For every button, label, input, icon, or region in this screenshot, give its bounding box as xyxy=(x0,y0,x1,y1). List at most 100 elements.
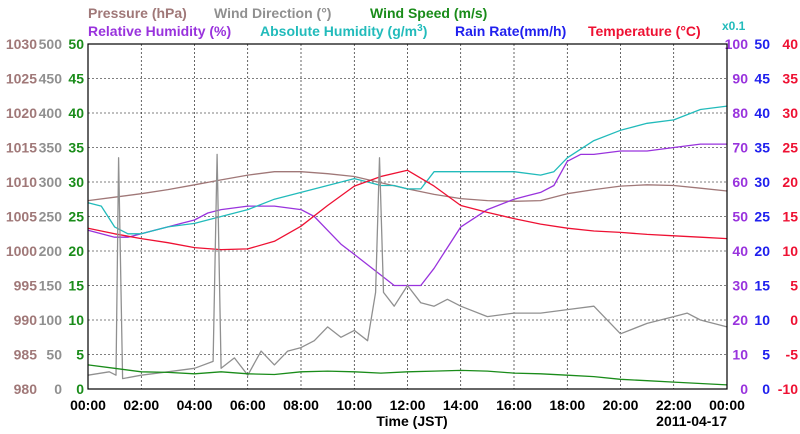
axis-tick-label-temperature: 0 xyxy=(790,312,798,328)
x-tick-label: 02:00 xyxy=(123,397,159,413)
axis-tick-label-wind-speed: 10 xyxy=(68,312,84,328)
axis-tick-label-humidity: 100 xyxy=(725,36,749,52)
legend-scale-note: x0.1 xyxy=(722,19,746,33)
axis-tick-label-pressure: 1005 xyxy=(6,209,37,225)
axis-tick-label-wind-speed: 45 xyxy=(68,71,84,87)
legend-absolute-humidity: Absolute Humidity (g/m3) xyxy=(260,23,427,39)
axis-tick-label-wind-direction: 200 xyxy=(39,243,63,259)
x-tick-label: 00:00 xyxy=(709,397,745,413)
axis-tick-label-temperature: 25 xyxy=(782,140,798,156)
axis-tick-label-rain-rate: 45 xyxy=(754,71,770,87)
legend-pressure: Pressure (hPa) xyxy=(88,5,187,21)
axis-tick-label-pressure: 985 xyxy=(14,347,38,363)
axis-tick-label-wind-direction: 400 xyxy=(39,105,63,121)
axis-tick-label-temperature: -10 xyxy=(778,381,798,397)
axis-tick-label-pressure: 1030 xyxy=(6,36,37,52)
axis-tick-label-wind-direction: 150 xyxy=(39,278,63,294)
axis-tick-label-wind-direction: 300 xyxy=(39,174,63,190)
axis-tick-label-humidity: 30 xyxy=(732,278,748,294)
x-tick-label: 12:00 xyxy=(390,397,426,413)
axis-tick-label-humidity: 80 xyxy=(732,105,748,121)
axis-tick-label-wind-direction: 100 xyxy=(39,312,63,328)
axis-tick-label-wind-direction: 450 xyxy=(39,71,63,87)
series-line-wind-speed xyxy=(87,364,728,386)
axis-tick-label-wind-speed: 20 xyxy=(68,243,84,259)
axis-tick-label-temperature: -5 xyxy=(786,347,799,363)
legend-absolute-humidity-sup: 3 xyxy=(417,23,423,34)
axis-tick-label-wind-speed: 5 xyxy=(76,347,84,363)
axis-tick-label-pressure: 1015 xyxy=(6,140,37,156)
axis-tick-label-wind-direction: 250 xyxy=(39,209,63,225)
series-line-temperature xyxy=(87,169,728,251)
left-axes: 1030102510201015101010051000995990985980… xyxy=(6,36,84,397)
axis-tick-label-rain-rate: 15 xyxy=(754,278,770,294)
date-label: 2011-04-17 xyxy=(656,413,727,429)
axis-tick-label-rain-rate: 0 xyxy=(762,381,770,397)
axis-tick-label-pressure: 1000 xyxy=(6,243,37,259)
axis-tick-label-humidity: 60 xyxy=(732,174,748,190)
axis-tick-label-pressure: 995 xyxy=(14,278,38,294)
axis-tick-label-wind-speed: 35 xyxy=(68,140,84,156)
x-tick-label: 14:00 xyxy=(443,397,479,413)
axis-tick-label-humidity: 10 xyxy=(732,347,748,363)
axis-tick-label-rain-rate: 30 xyxy=(754,174,770,190)
axis-tick-label-pressure: 1010 xyxy=(6,174,37,190)
x-tick-labels: 00:00 02:00 04:00 06:00 08:00 10:00 12:00 14:00… xyxy=(70,397,745,413)
x-tick-label: 18:00 xyxy=(549,397,585,413)
axis-tick-label-pressure: 980 xyxy=(14,381,38,397)
axis-tick-label-temperature: 5 xyxy=(790,278,798,294)
legend-wind-speed: Wind Speed (m/s) xyxy=(370,5,487,21)
axis-tick-label-rain-rate: 25 xyxy=(754,209,770,225)
right-axes: 1009080706050403020100504540353025201510… xyxy=(725,36,799,397)
axis-tick-label-wind-direction: 0 xyxy=(54,381,62,397)
axis-tick-label-wind-speed: 40 xyxy=(68,105,84,121)
axis-tick-label-rain-rate: 50 xyxy=(754,36,770,52)
legend-temperature: Temperature (°C) xyxy=(588,23,701,39)
axis-tick-label-rain-rate: 20 xyxy=(754,243,770,259)
axis-tick-label-temperature: 10 xyxy=(782,243,798,259)
chart-legend: Pressure (hPa) Wind Direction (°) Wind S… xyxy=(88,5,746,39)
legend-rain-rate: Rain Rate(mm/h) xyxy=(455,23,566,39)
axis-tick-label-humidity: 0 xyxy=(740,381,748,397)
axis-tick-label-humidity: 70 xyxy=(732,140,748,156)
series-line-wind-direction xyxy=(87,153,728,380)
axis-tick-label-rain-rate: 35 xyxy=(754,140,770,156)
axis-tick-label-wind-direction: 350 xyxy=(39,140,63,156)
axis-tick-label-temperature: 30 xyxy=(782,105,798,121)
axis-tick-label-rain-rate: 10 xyxy=(754,312,770,328)
axis-tick-label-humidity: 20 xyxy=(732,312,748,328)
x-tick-label: 08:00 xyxy=(283,397,319,413)
x-tick-label: 06:00 xyxy=(230,397,266,413)
x-tick-label: 20:00 xyxy=(603,397,639,413)
axis-tick-label-temperature: 15 xyxy=(782,209,798,225)
axis-tick-label-wind-speed: 15 xyxy=(68,278,84,294)
axis-tick-label-wind-speed: 25 xyxy=(68,209,84,225)
x-tick-label: 00:00 xyxy=(70,397,106,413)
axis-tick-label-humidity: 90 xyxy=(732,71,748,87)
x-tick-label: 22:00 xyxy=(656,397,692,413)
axis-tick-label-temperature: 20 xyxy=(782,174,798,190)
x-tick-label: 10:00 xyxy=(336,397,372,413)
legend-wind-direction: Wind Direction (°) xyxy=(214,5,331,21)
axis-tick-label-humidity: 50 xyxy=(732,209,748,225)
plot-frame xyxy=(87,43,728,390)
series-line-humidity-absolute xyxy=(87,105,728,235)
axis-tick-label-pressure: 1020 xyxy=(6,105,37,121)
axis-tick-label-wind-direction: 500 xyxy=(39,36,63,52)
axis-tick-label-wind-speed: 30 xyxy=(68,174,84,190)
series-layer xyxy=(87,105,728,386)
plot-grid xyxy=(88,44,727,389)
axis-tick-label-temperature: 35 xyxy=(782,71,798,87)
axis-tick-label-rain-rate: 40 xyxy=(754,105,770,121)
axis-tick-label-wind-speed: 50 xyxy=(68,36,84,52)
x-tick-label: 16:00 xyxy=(496,397,532,413)
legend-relative-humidity: Relative Humidity (%) xyxy=(88,23,231,39)
x-tick-label: 04:00 xyxy=(177,397,213,413)
axis-tick-label-wind-direction: 50 xyxy=(46,347,62,363)
axis-tick-label-humidity: 40 xyxy=(732,243,748,259)
axis-tick-label-pressure: 990 xyxy=(14,312,38,328)
legend-absolute-humidity-close: ) xyxy=(423,23,428,39)
axis-tick-label-pressure: 1025 xyxy=(6,71,37,87)
axis-tick-label-rain-rate: 5 xyxy=(762,347,770,363)
